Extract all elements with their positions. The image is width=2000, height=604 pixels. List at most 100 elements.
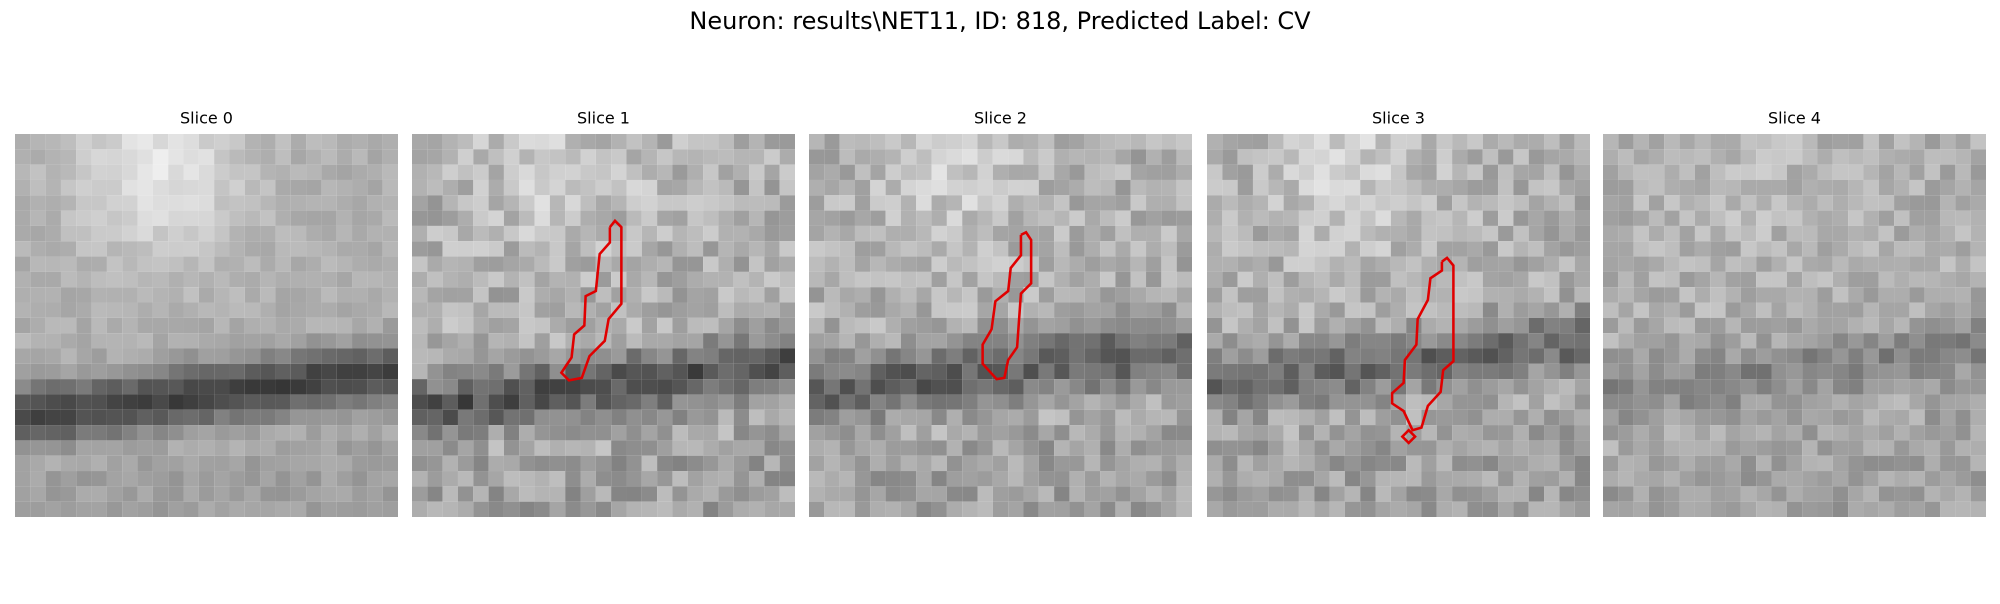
pixel [321,225,337,242]
pixel [1710,348,1726,364]
pixel [503,256,520,272]
pixel [854,210,871,226]
pixel [519,409,535,426]
pixel [1207,348,1223,364]
pixel [1069,455,1085,472]
pixel [824,287,840,303]
pixel [1038,486,1055,502]
pixel [1878,287,1895,303]
pixel [1436,195,1453,211]
pixel [1252,210,1269,226]
pixel [764,225,780,242]
pixel [1130,333,1147,349]
pixel [503,241,520,257]
pixel [1115,210,1131,226]
pixel [30,409,46,426]
pixel [352,195,368,211]
pixel [106,164,123,180]
pixel [321,256,337,272]
pixel [1421,256,1437,272]
pixel [1482,164,1499,180]
pixel [321,486,337,502]
pixel [1329,271,1345,288]
pixel [229,471,245,487]
pixel [779,440,795,456]
pixel [1679,225,1695,242]
pixel [1084,394,1101,410]
pixel [1740,195,1757,211]
pixel [106,363,123,380]
pixel [1940,363,1956,380]
pixel [1482,333,1499,349]
pixel [809,409,825,426]
pixel [733,179,750,196]
pixel [1544,134,1560,150]
pixel [15,440,31,456]
pixel [244,425,261,441]
pixel [473,271,489,288]
pixel [1329,287,1345,303]
pixel [503,210,520,226]
pixel [1084,287,1101,303]
pixel [1955,379,1971,395]
pixel [733,256,750,272]
pixel [30,241,46,257]
pixel [367,225,383,242]
pixel [1268,271,1284,288]
pixel [1375,471,1391,487]
pixel [1084,271,1101,288]
pixel [824,440,840,456]
pixel [367,210,383,226]
pixel [1878,394,1895,410]
pixel [1360,455,1376,472]
pixel [290,409,307,426]
pixel [457,256,474,272]
pixel [1115,195,1131,211]
pixel [854,363,871,380]
pixel [1406,471,1422,487]
pixel [946,164,963,180]
pixel [1771,195,1787,211]
pixel [977,471,993,487]
pixel [626,425,642,441]
pixel [641,471,658,487]
pixel [1648,256,1665,272]
pixel [534,195,550,211]
pixel [1955,134,1971,150]
pixel [1375,225,1391,242]
pixel [1115,179,1131,196]
pixel [703,486,719,502]
pixel [1329,471,1345,487]
pixel [1618,440,1634,456]
pixel [1544,501,1560,517]
pixel [91,379,107,395]
pixel [442,225,458,242]
pixel [1146,241,1162,257]
pixel [1848,287,1864,303]
pixel [106,455,123,472]
pixel [809,195,825,211]
pixel [1679,440,1695,456]
pixel [412,440,428,456]
pixel [1817,440,1833,456]
pixel [977,348,993,364]
pixel [764,363,780,380]
pixel [1237,471,1253,487]
pixel [1038,225,1055,242]
pixel [1008,179,1024,196]
pixel [76,471,92,487]
pixel [45,363,61,380]
pixel [229,455,245,472]
pixel [1710,486,1726,502]
pixel [1452,241,1468,257]
pixel [1909,179,1925,196]
pixel [885,501,901,517]
pixel [1482,241,1499,257]
pixel [1467,210,1483,226]
pixel [15,471,31,487]
pixel [1054,425,1070,441]
pixel [1436,440,1453,456]
pixel [931,333,947,349]
pixel [854,348,871,364]
pixel [91,425,107,441]
